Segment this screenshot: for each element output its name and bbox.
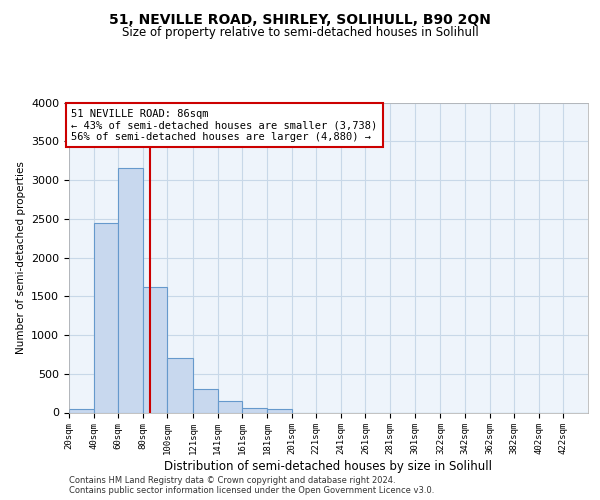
Bar bbox=[242, 408, 267, 412]
Bar bbox=[69, 410, 94, 412]
Bar bbox=[193, 389, 218, 412]
Text: Contains HM Land Registry data © Crown copyright and database right 2024.: Contains HM Land Registry data © Crown c… bbox=[69, 476, 395, 485]
Text: Contains public sector information licensed under the Open Government Licence v3: Contains public sector information licen… bbox=[69, 486, 434, 495]
Bar bbox=[118, 168, 143, 412]
Bar bbox=[143, 286, 167, 412]
Bar bbox=[94, 222, 118, 412]
Text: 51 NEVILLE ROAD: 86sqm
← 43% of semi-detached houses are smaller (3,738)
56% of : 51 NEVILLE ROAD: 86sqm ← 43% of semi-det… bbox=[71, 108, 378, 142]
Text: Size of property relative to semi-detached houses in Solihull: Size of property relative to semi-detach… bbox=[122, 26, 478, 39]
Bar bbox=[267, 408, 292, 412]
X-axis label: Distribution of semi-detached houses by size in Solihull: Distribution of semi-detached houses by … bbox=[164, 460, 493, 473]
Text: 51, NEVILLE ROAD, SHIRLEY, SOLIHULL, B90 2QN: 51, NEVILLE ROAD, SHIRLEY, SOLIHULL, B90… bbox=[109, 12, 491, 26]
Y-axis label: Number of semi-detached properties: Number of semi-detached properties bbox=[16, 161, 26, 354]
Bar bbox=[167, 358, 193, 412]
Bar bbox=[218, 401, 242, 412]
